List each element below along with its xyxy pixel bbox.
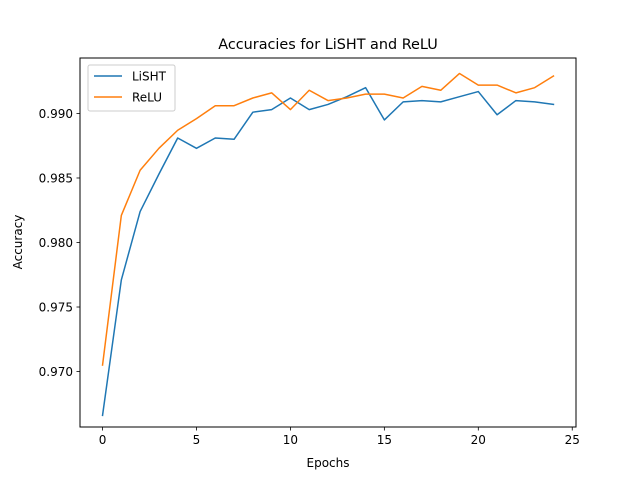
y-tick-label: 0.985 [39, 171, 73, 185]
legend: LiSHT ReLU [87, 64, 176, 112]
y-axis-label: Accuracy [11, 215, 25, 270]
x-tick-label: 20 [471, 433, 486, 447]
y-tick-label: 0.970 [39, 365, 73, 379]
legend-label-lisht: LiSHT [132, 69, 167, 83]
series-line-relu [101, 72, 555, 366]
x-tick-label: 5 [193, 433, 201, 447]
y-tick-label: 0.990 [39, 107, 73, 121]
x-tick-label: 0 [99, 433, 107, 447]
y-tick-label: 0.975 [39, 300, 73, 314]
x-tick-label: 25 [565, 433, 580, 447]
series-line-lisht [101, 86, 555, 417]
x-axis-label: Epochs [307, 456, 350, 470]
x-tick-label: 10 [283, 433, 298, 447]
legend-label-relu: ReLU [132, 90, 162, 104]
series-layer [101, 72, 555, 417]
x-tick-label: 15 [377, 433, 392, 447]
y-tick-label: 0.980 [39, 236, 73, 250]
y-axis: 0.970 0.975 0.980 0.985 0.990 [39, 107, 80, 379]
chart-title: Accuracies for LiSHT and ReLU [218, 37, 438, 53]
x-axis: 0 5 10 15 20 25 [99, 427, 580, 447]
